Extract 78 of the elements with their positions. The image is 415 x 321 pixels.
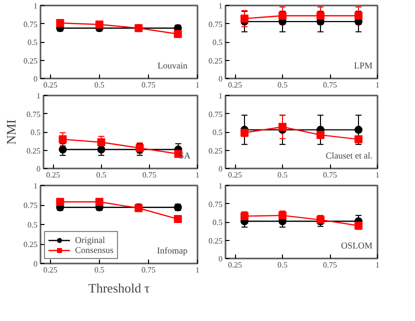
x-tick-label: 0.25 — [228, 260, 242, 270]
y-tick-label: 1 — [218, 92, 222, 100]
y-tick-label: 0 — [218, 254, 222, 264]
y-tick-label: 1 — [218, 2, 222, 10]
point — [56, 198, 64, 206]
annotation: Louvain — [158, 60, 188, 70]
point — [97, 138, 106, 146]
y-tick-label: 0.25 — [24, 240, 38, 249]
point — [240, 14, 248, 23]
x-tick-label: 0.25 — [43, 266, 58, 274]
x-tick-label: 1 — [196, 266, 200, 274]
point — [354, 126, 362, 134]
x-tick-label: 0.75 — [323, 260, 337, 270]
annotation: LPM — [354, 60, 373, 70]
y-tick-label: 0.75 — [208, 200, 222, 209]
y-tick-label: 0.25 — [208, 146, 222, 156]
x-tick-label: 1 — [376, 80, 380, 90]
x-tick-label: 1 — [196, 170, 200, 180]
y-tick-label: 0 — [34, 260, 38, 268]
y-tick-label: 1 — [218, 182, 222, 190]
x-tick-label: 0.75 — [142, 170, 156, 180]
point — [316, 130, 324, 139]
legend-label: Consensus — [75, 245, 114, 255]
x-tick-label: 0.5 — [278, 80, 288, 90]
point — [278, 211, 286, 220]
x-tick-label: 0.5 — [96, 170, 106, 180]
x-tick-label: 0.75 — [323, 80, 337, 90]
x-tick-label: 0.25 — [43, 80, 58, 90]
y-tick-label: 1 — [34, 182, 38, 190]
point — [95, 198, 104, 206]
y-tick-label: 0 — [36, 164, 40, 174]
y-tick-label: 0 — [34, 74, 38, 84]
y-tick-label: 0 — [218, 74, 222, 84]
y-tick-label: 0.25 — [24, 56, 38, 66]
annotation: OSLOM — [340, 240, 373, 250]
point — [56, 19, 64, 28]
x-tick-label: 0.5 — [94, 266, 104, 274]
y-tick-label: 0.5 — [28, 38, 38, 47]
point — [95, 20, 104, 28]
y-tick-label: 0.5 — [28, 220, 38, 230]
annotation: Clauset et al. — [326, 150, 373, 160]
y-tick-label: 0.25 — [208, 56, 222, 66]
y-tick-label: 1 — [36, 92, 40, 100]
x-tick-label: 0.5 — [278, 170, 288, 180]
y-tick-label: 0.25 — [26, 146, 40, 156]
point — [240, 128, 248, 137]
x-tick-label: 0.25 — [228, 170, 242, 180]
annotation: Infomap — [157, 246, 188, 256]
x-tick-label: 1 — [376, 170, 380, 180]
y-tick-label: 0.5 — [212, 218, 222, 227]
legend-label: Original — [75, 235, 105, 245]
y-tick-label: 0.75 — [26, 110, 40, 119]
point — [278, 122, 286, 131]
x-tick-label: 0.75 — [323, 170, 337, 180]
point — [97, 146, 106, 154]
x-tick-label: 0.25 — [46, 170, 60, 180]
point — [174, 30, 182, 38]
y-tick-label: 0.25 — [208, 236, 222, 246]
y-tick-label: 0.5 — [30, 128, 40, 137]
x-tick-label: 1 — [376, 260, 380, 270]
x-tick-label: 0.75 — [141, 80, 156, 90]
y-axis-title: NMI — [4, 119, 18, 145]
x-tick-label: 0.25 — [228, 80, 242, 90]
y-tick-label: 0.5 — [212, 128, 222, 137]
y-tick-label: 0.75 — [208, 20, 222, 29]
y-tick-label: 0.75 — [24, 201, 38, 210]
point — [174, 215, 182, 224]
x-tick-label: 0.75 — [141, 266, 156, 274]
y-tick-label: 0.75 — [208, 110, 222, 119]
y-tick-label: 0.75 — [24, 20, 38, 29]
y-tick-label: 1 — [34, 2, 38, 10]
y-tick-label: 0.5 — [212, 38, 222, 47]
x-tick-label: 0.5 — [94, 80, 104, 90]
x-tick-label: 0.5 — [278, 260, 288, 270]
y-tick-label: 0 — [218, 164, 222, 174]
x-axis-title: Threshold τ — [88, 280, 150, 296]
x-tick-label: 1 — [196, 80, 200, 90]
point — [354, 222, 362, 230]
